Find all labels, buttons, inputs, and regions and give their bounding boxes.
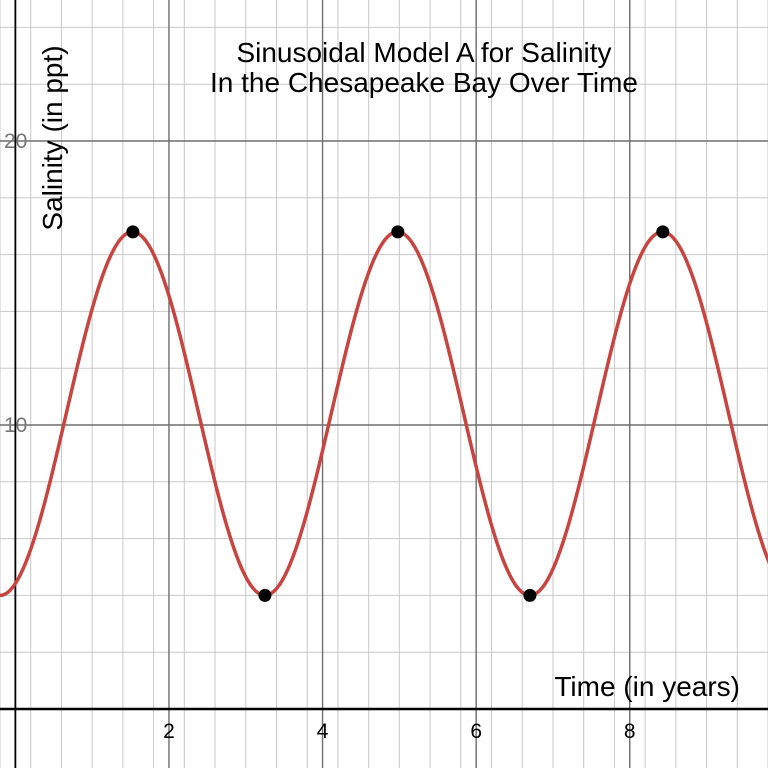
y-tick-label-20: 20: [4, 130, 27, 153]
x-tick-label-8: 8: [624, 720, 636, 743]
x-tick-label-2: 2: [163, 720, 175, 743]
salinity-curve: [0, 230, 768, 598]
chart-title-line-1: Sinusoidal Model A for Salinity: [236, 37, 611, 68]
points-layer: [126, 225, 670, 602]
ticks-layer: 2468101020: [4, 130, 636, 743]
extremum-point-1: [258, 588, 272, 602]
extremum-point-0: [126, 225, 140, 239]
extremum-point-4: [656, 225, 670, 239]
extremum-point-2: [391, 225, 405, 239]
y-axis-label: Salinity (in ppt): [37, 45, 68, 230]
curve-layer: [0, 230, 768, 598]
chart-title-line-2: In the Chesapeake Bay Over Time: [210, 67, 638, 98]
y-tick-label-10: 10: [4, 414, 27, 437]
x-tick-label-4: 4: [317, 720, 329, 743]
extremum-point-3: [523, 588, 537, 602]
x-axis-label: Time (in years): [554, 671, 740, 702]
x-tick-label-6: 6: [470, 720, 482, 743]
